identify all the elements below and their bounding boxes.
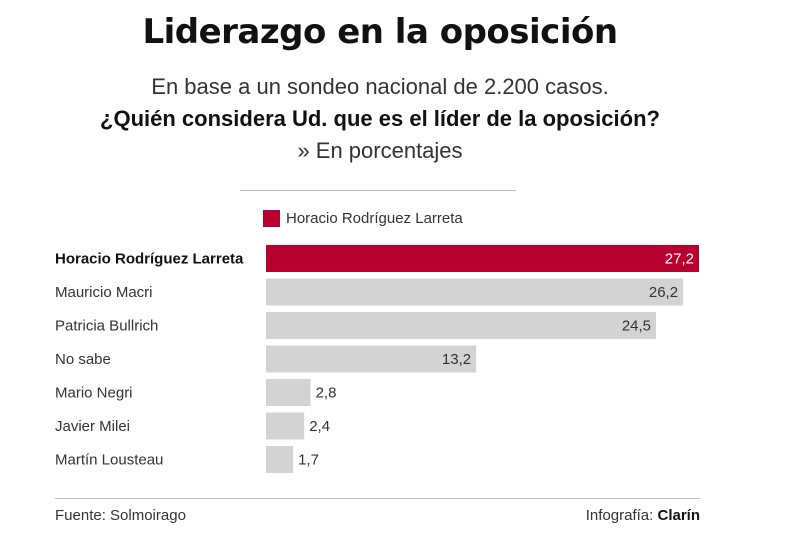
category-label: No sabe [55,351,111,368]
bar [266,312,657,339]
value-label: 1,7 [298,452,319,469]
chart-unit-note: » En porcentajes [297,138,463,163]
credit-brand: Clarín [657,507,700,524]
bar [266,345,477,373]
header-divider [240,190,516,191]
value-label: 2,8 [316,385,337,402]
credit-note: Infografía: Clarín [586,507,700,524]
value-label: 13,2 [442,351,471,368]
category-label: Patricia Bullrich [55,318,158,335]
chart-subtitle: En base a un sondeo nacional de 2.200 ca… [151,74,609,99]
bar [266,379,311,406]
value-label: 26,2 [649,284,678,301]
category-label: Mauricio Macri [55,284,153,301]
category-label: Horacio Rodríguez Larreta [55,251,244,268]
source-note: Fuente: Solmoirago [55,507,186,524]
chart-legend: Horacio Rodríguez Larreta [263,208,463,228]
footer-divider [55,498,700,499]
bar [266,245,699,272]
category-label: Javier Milei [55,418,130,435]
value-label: 27,2 [665,251,694,268]
chart-question: ¿Quién considera Ud. que es el líder de … [100,106,660,131]
bar [266,412,305,440]
value-label: 2,4 [309,418,330,435]
category-label: Martín Lousteau [55,452,163,469]
chart-title: Liderazgo en la oposición [142,12,618,52]
credit-prefix: Infografía: [585,507,658,524]
category-label: Mario Negri [55,385,133,402]
legend-swatch [263,209,280,227]
value-label: 24,5 [622,318,651,335]
legend-label: Horacio Rodríguez Larreta [286,209,463,227]
bar [266,446,294,473]
bar [266,278,684,306]
